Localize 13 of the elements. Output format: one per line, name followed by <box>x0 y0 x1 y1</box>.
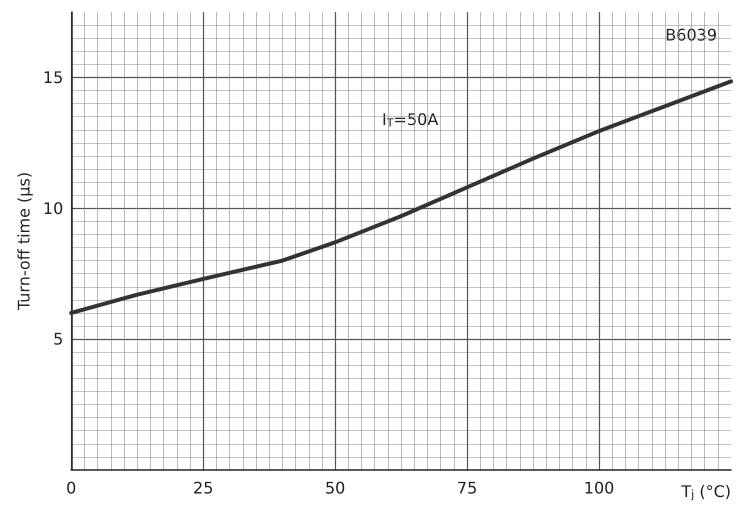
annotation: IT=50A <box>382 110 438 130</box>
y-tick-label: 5 <box>53 330 64 349</box>
y-tick-label: 15 <box>42 68 64 87</box>
x-tick-label: 100 <box>584 478 614 498</box>
annotation: B6039 <box>665 26 718 44</box>
x-tick-label: 0 <box>66 478 76 498</box>
x-tick-label: 50 <box>324 478 346 498</box>
y-axis-title: Turn-off time (μs) <box>14 172 34 312</box>
x-tick-label: 75 <box>456 478 478 498</box>
x-axis-title: Tj (°C) <box>680 482 732 501</box>
y-tick-label: 10 <box>42 198 64 218</box>
line-series <box>69 79 733 315</box>
x-tick-label: 25 <box>193 478 214 498</box>
